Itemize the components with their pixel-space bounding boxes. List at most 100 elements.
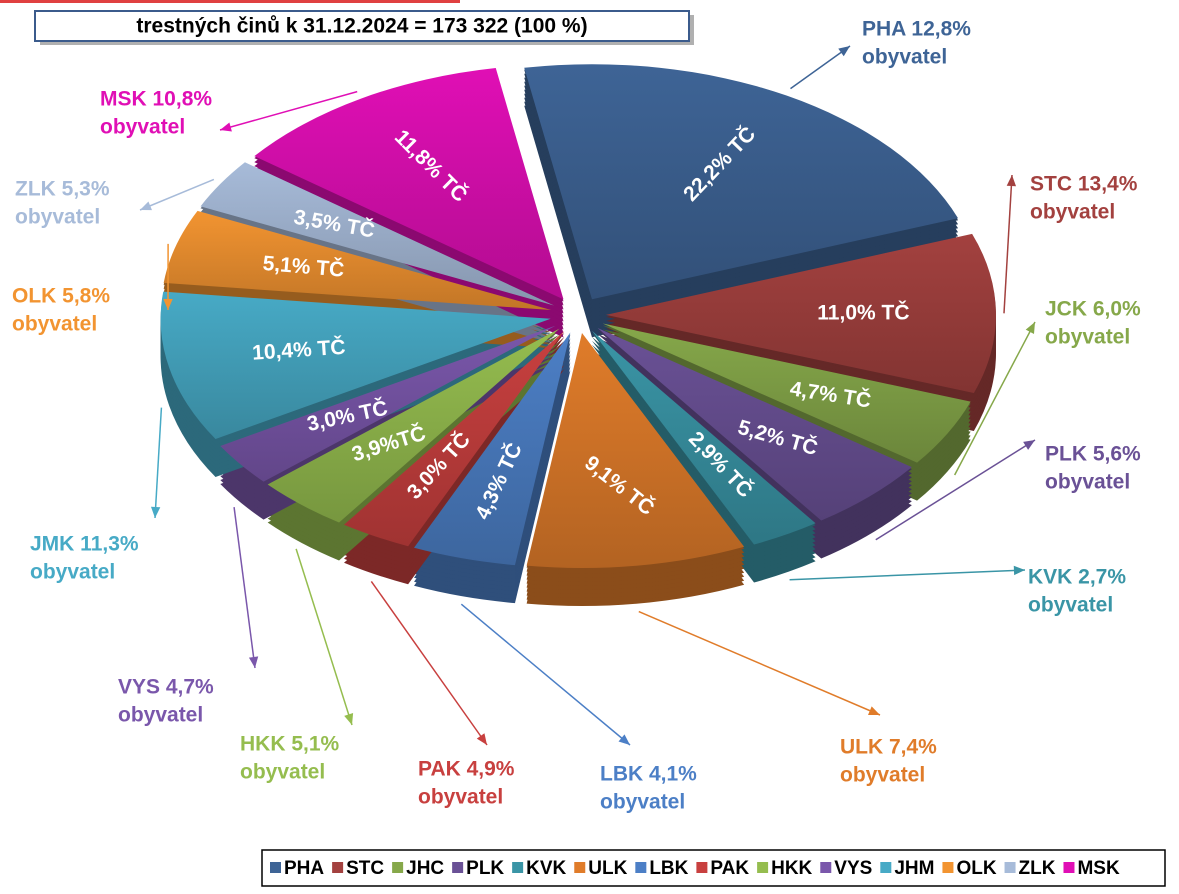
slice xyxy=(524,64,959,300)
arrow-head xyxy=(140,201,152,211)
legend: PHA STC JHC PLK KVK ULK LBK PAK HKK VYS JHM OLK ZLK M… xyxy=(270,858,1120,879)
legend-swatch xyxy=(942,862,954,873)
legend-label: PHA xyxy=(284,858,324,879)
leader-line xyxy=(460,603,631,746)
data-label: 11,0% TČ xyxy=(817,300,909,324)
leader-line xyxy=(154,407,163,519)
annotation: MSK 10,8% xyxy=(100,88,212,111)
annotation: obyvatel xyxy=(840,764,925,787)
annotation: PLK 5,6% xyxy=(1045,443,1141,466)
leader-line xyxy=(789,569,1026,581)
slice xyxy=(163,210,552,311)
annotation: JMK 11,3% xyxy=(30,533,139,556)
arrow-head xyxy=(150,506,161,518)
legend-swatch xyxy=(696,862,708,873)
arrow-head xyxy=(618,734,630,745)
annotation: KVK 2,7% xyxy=(1028,566,1126,589)
annotation: obyvatel xyxy=(100,116,185,139)
arrow-head xyxy=(1023,440,1035,450)
leader-line xyxy=(953,321,1036,476)
slice xyxy=(414,332,571,566)
legend-label: JHM xyxy=(894,858,934,879)
legend-label: LBK xyxy=(649,858,688,879)
annotation: obyvatel xyxy=(1045,471,1130,494)
annotation: obyvatel xyxy=(1045,326,1130,349)
annotation: ZLK 5,3% xyxy=(15,178,110,201)
legend-swatch xyxy=(635,862,647,873)
arrow-head xyxy=(868,706,880,715)
leader-line xyxy=(139,178,215,211)
legend-label: JHC xyxy=(406,858,444,879)
slice xyxy=(526,333,745,569)
legend-swatch xyxy=(392,862,404,873)
chart-title: trestných činů k 31.12.2024 = 173 322 (1… xyxy=(136,15,587,38)
leader-line xyxy=(875,439,1036,541)
legend-label: PAK xyxy=(710,858,749,879)
slice xyxy=(602,323,971,463)
annotation: LBK 4,1% xyxy=(600,763,697,786)
slice xyxy=(343,330,565,547)
legend-label: OLK xyxy=(956,858,996,879)
arrow-head xyxy=(838,46,850,57)
leader-line xyxy=(219,90,358,131)
top-rule xyxy=(0,0,460,3)
legend-label: PLK xyxy=(466,858,504,879)
arrow-head xyxy=(1013,565,1025,576)
slice xyxy=(220,325,556,482)
slice xyxy=(591,330,816,545)
legend-swatch xyxy=(1004,862,1016,873)
slice xyxy=(254,68,564,300)
legend-label: ULK xyxy=(588,858,627,879)
annotation: ULK 7,4% xyxy=(840,736,937,759)
leader-line xyxy=(790,45,851,90)
slice xyxy=(597,328,912,521)
annotation: obyvatel xyxy=(418,786,503,809)
legend-swatch xyxy=(880,862,892,873)
leader-line xyxy=(233,507,256,669)
legend-swatch xyxy=(1063,862,1075,873)
annotation: HKK 5,1% xyxy=(240,733,340,756)
leader-line xyxy=(638,610,881,716)
legend-label: ZLK xyxy=(1019,858,1056,879)
slice xyxy=(160,291,551,440)
legend-swatch xyxy=(820,862,832,873)
slice xyxy=(267,328,560,523)
annotation: obyvatel xyxy=(118,704,203,727)
leader-line xyxy=(370,580,488,746)
annotation: PAK 4,9% xyxy=(418,758,515,781)
legend-swatch xyxy=(452,862,464,873)
annotation: obyvatel xyxy=(600,791,685,814)
legend-label: MSK xyxy=(1077,858,1120,879)
arrow-head xyxy=(248,656,259,668)
legend-label: STC xyxy=(346,858,384,879)
annotation: obyvatel xyxy=(240,761,325,784)
arrow-head xyxy=(344,713,354,725)
annotation: obyvatel xyxy=(30,561,115,584)
legend-swatch xyxy=(574,862,586,873)
annotation: VYS 4,7% xyxy=(118,676,214,699)
arrow-head xyxy=(1006,175,1017,187)
annotation: obyvatel xyxy=(1028,594,1113,617)
arrow-head xyxy=(1025,322,1035,334)
leader-line xyxy=(1003,174,1013,314)
legend-swatch xyxy=(512,862,524,873)
annotation: JCK 6,0% xyxy=(1045,298,1141,321)
legend-label: VYS xyxy=(834,858,872,879)
annotation: obyvatel xyxy=(1030,201,1115,224)
annotation: obyvatel xyxy=(15,206,100,229)
arrow-head xyxy=(163,298,173,310)
arrow-head xyxy=(476,733,487,745)
slice xyxy=(605,233,996,393)
arrow-head xyxy=(220,122,232,132)
pie xyxy=(160,64,996,569)
annotation: obyvatel xyxy=(862,46,947,69)
legend-label: HKK xyxy=(771,858,812,879)
leader-line xyxy=(295,548,353,726)
annotation: obyvatel xyxy=(12,313,97,336)
legend-label: KVK xyxy=(526,858,566,879)
annotation: OLK 5,8% xyxy=(12,285,110,308)
legend-swatch xyxy=(757,862,769,873)
annotation: STC 13,4% xyxy=(1030,173,1138,196)
annotation: PHA 12,8% xyxy=(862,18,971,41)
